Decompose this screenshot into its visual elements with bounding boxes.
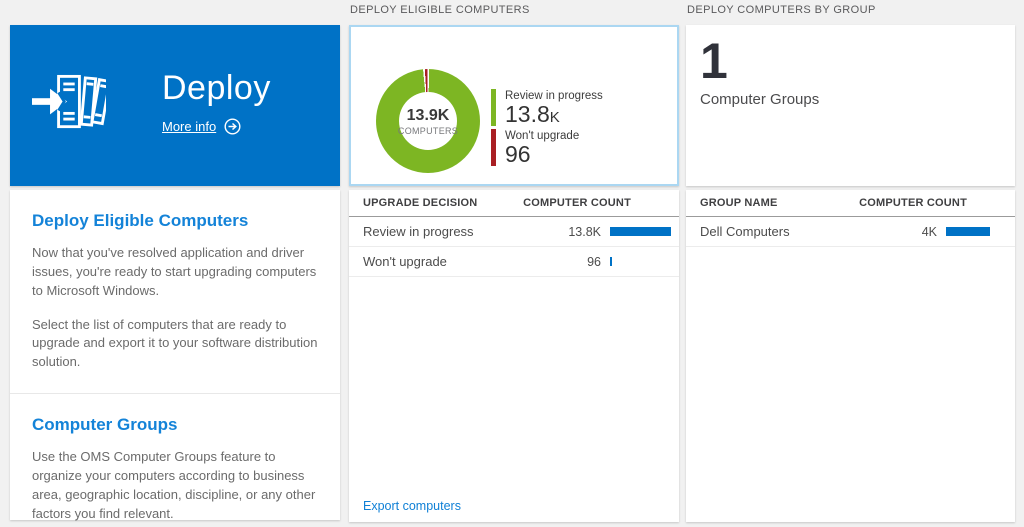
legend-value: 96 (505, 141, 531, 168)
donut-chart: 13.9K COMPUTERS (376, 69, 480, 173)
count-bar-area (601, 257, 671, 266)
table-row-review-in-progress[interactable]: Review in progress 13.8K (349, 217, 679, 247)
deploy-tile[interactable]: Deploy More info (10, 25, 340, 186)
legend-label: Review in progress (505, 90, 603, 102)
computer-groups-count: 1 (700, 33, 728, 89)
table-row-wont-upgrade[interactable]: Won't upgrade 96 (349, 247, 679, 277)
column-header-computer-count: COMPUTER COUNT (523, 197, 631, 209)
table-header: UPGRADE DECISION COMPUTER COUNT (349, 190, 679, 217)
column-header-group-name: GROUP NAME (700, 197, 778, 209)
table-row-dell-computers[interactable]: Dell Computers 4K (686, 217, 1015, 247)
section-paragraph: Now that you've resolved application and… (32, 245, 317, 298)
deploy-overview-column: Deploy More info Deploy Eligible Compute… (10, 0, 340, 527)
count-bar (610, 257, 612, 266)
donut-center: 13.9K COMPUTERS (397, 92, 459, 150)
count-bar-area (601, 227, 671, 236)
deploy-eligible-computers-column: DEPLOY ELIGIBLE COMPUTERS 13.9K COMPUTER… (349, 0, 679, 527)
column-header-upgrade-decision: UPGRADE DECISION (363, 197, 478, 209)
deploy-description-panel: Deploy Eligible Computers Now that you'v… (10, 190, 340, 521)
column-header-computer-count: COMPUTER COUNT (859, 197, 967, 209)
computer-groups-summary: 1 Computer Groups (686, 25, 1015, 118)
upgrade-decision-table-panel: UPGRADE DECISION COMPUTER COUNT Review i… (349, 190, 679, 522)
section-heading-deploy-eligible: Deploy Eligible Computers (32, 211, 249, 230)
arrow-circle-icon[interactable] (224, 118, 241, 135)
count-bar (946, 227, 990, 236)
section-heading-computer-groups: Computer Groups (32, 415, 178, 435)
deploy-tile-text: Deploy More info (162, 69, 271, 135)
more-info-link[interactable]: More info (162, 119, 217, 134)
donut-center-value: 13.9K (406, 106, 450, 124)
export-computers-link[interactable]: Export computers (363, 499, 461, 513)
computer-groups-summary-card[interactable]: 1 Computer Groups (686, 25, 1015, 186)
deploy-tile-title: Deploy (162, 69, 271, 107)
count-bar-area (937, 227, 1007, 236)
deploy-books-arrow-icon (32, 74, 106, 129)
section-divider (10, 393, 340, 395)
group-table-panel: GROUP NAME COMPUTER COUNT Dell Computers… (686, 190, 1015, 522)
legend-label: Won't upgrade (505, 130, 580, 143)
section-paragraph: Select the list of computers that are re… (32, 316, 318, 370)
donut-center-label: COMPUTERS (397, 125, 459, 136)
computer-groups-section: Computer Groups Use the OMS Computer Gro… (10, 394, 340, 527)
deploy-eligible-computers-section: Deploy Eligible Computers Now that you'v… (10, 190, 340, 393)
legend-swatch-red (491, 129, 496, 167)
legend-item-review-in-progress: Review in progress 13.8K (491, 89, 603, 127)
deploy-computers-by-group-column: DEPLOY COMPUTERS BY GROUP 1 Computer Gro… (686, 0, 1015, 527)
eligible-computers-donut-card[interactable]: 13.9K COMPUTERS Review in progress 13.8K… (349, 25, 679, 186)
section-paragraph: Use the OMS Computer Groups feature to o… (32, 449, 316, 521)
donut-legend: Review in progress 13.8K Won't upgrade 9… (491, 89, 603, 169)
computer-groups-label: Computer Groups (700, 90, 820, 108)
legend-item-wont-upgrade: Won't upgrade 96 (491, 129, 603, 168)
count-bar (610, 227, 671, 236)
legend-value: 13.8K (505, 101, 560, 127)
blade-header-deploy-eligible-computers: DEPLOY ELIGIBLE COMPUTERS (350, 4, 530, 16)
blade-header-deploy-computers-by-group: DEPLOY COMPUTERS BY GROUP (687, 4, 876, 16)
legend-swatch-green (491, 89, 496, 127)
table-header: GROUP NAME COMPUTER COUNT (686, 190, 1015, 217)
